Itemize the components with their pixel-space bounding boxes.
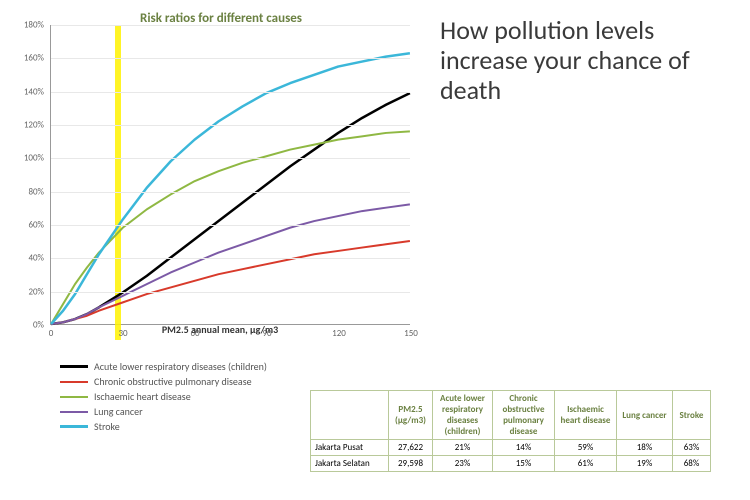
x-tick-label: 0 [49, 328, 54, 339]
table-cell: 23% [433, 456, 493, 472]
gridline [51, 92, 410, 93]
gridline [51, 25, 410, 26]
series-line [51, 131, 410, 324]
legend-label: Lung cancer [94, 405, 143, 418]
table-col-header: PM2.5 (μg/m3) [389, 391, 433, 440]
chart-area: Risk ratios for different causes 0% 20% 40… [10, 5, 430, 360]
legend-swatch [60, 365, 88, 368]
gridline [51, 192, 410, 193]
series-line [51, 241, 410, 324]
chart-curves [51, 25, 410, 324]
y-tick-label: 60% [28, 220, 44, 231]
legend-swatch [60, 381, 88, 383]
gridline [51, 258, 410, 259]
y-tick-label: 140% [24, 86, 44, 97]
gridline [51, 58, 410, 59]
gridline [51, 125, 410, 126]
table-cell: 19% [617, 456, 673, 472]
headline: How pollution levels increase your chanc… [440, 16, 740, 106]
legend-item: Lung cancer [60, 405, 267, 418]
legend-item: Chronic obstructive pulmonary disease [60, 375, 267, 388]
legend-label: Chronic obstructive pulmonary disease [94, 375, 252, 388]
table-cell: 68% [673, 456, 711, 472]
data-table: PM2.5 (μg/m3)Acute lower respiratory dis… [310, 390, 711, 472]
y-tick-label: 120% [24, 120, 44, 131]
series-line [51, 53, 410, 324]
gridline [51, 292, 410, 293]
y-axis: 0%20%40%60%80%100%120%140%160%180% [10, 25, 50, 325]
table-cell: 59% [555, 440, 617, 456]
y-tick-label: 100% [24, 153, 44, 164]
series-line [51, 204, 410, 324]
y-tick-label: 80% [28, 186, 44, 197]
table-cell: 29,598 [389, 456, 433, 472]
table-row: Jakarta Selatan29,59823%15%61%19%68% [311, 456, 711, 472]
x-tick-label: 120 [332, 328, 346, 339]
legend-swatch [60, 396, 88, 398]
legend-item: Ischaemic heart disease [60, 390, 267, 403]
legend-label: Acute lower respiratory diseases (childr… [94, 360, 267, 373]
table-cell: 21% [433, 440, 493, 456]
table-cell: Jakarta Selatan [311, 456, 389, 472]
table-cell: 15% [493, 456, 555, 472]
table-col-header: Ischaemic heart disease [555, 391, 617, 440]
table-col-header: Acute lower respiratory diseases (childr… [433, 391, 493, 440]
legend-swatch [60, 411, 88, 413]
legend-label: Ischaemic heart disease [94, 390, 191, 403]
table-cell: 63% [673, 440, 711, 456]
table-col-header: Stroke [673, 391, 711, 440]
x-tick-label: 150 [404, 328, 418, 339]
legend: Acute lower respiratory diseases (childr… [60, 360, 267, 435]
y-tick-label: 0% [33, 320, 44, 331]
chart-title: Risk ratios for different causes [140, 11, 302, 26]
table-col-header: Lung cancer [617, 391, 673, 440]
table-cell: 18% [617, 440, 673, 456]
table-col-header [311, 391, 389, 440]
table-cell: 27,622 [389, 440, 433, 456]
y-tick-label: 160% [24, 53, 44, 64]
x-axis-title: PM2.5 annual mean, μg/m3 [162, 323, 278, 336]
table-cell: 14% [493, 440, 555, 456]
y-tick-label: 180% [24, 20, 44, 31]
legend-swatch [60, 425, 88, 428]
x-tick-label: 30 [118, 328, 127, 339]
table-col-header: Chronic obstructive pulmonary disease [493, 391, 555, 440]
series-line [51, 93, 410, 324]
y-tick-label: 20% [28, 286, 44, 297]
table-row: Jakarta Pusat27,62221%14%59%18%63% [311, 440, 711, 456]
gridline [51, 225, 410, 226]
gridline [51, 158, 410, 159]
y-tick-label: 40% [28, 253, 44, 264]
legend-label: Stroke [94, 420, 120, 433]
legend-item: Acute lower respiratory diseases (childr… [60, 360, 267, 373]
plot-region: 0306090120150 [50, 25, 410, 325]
table-cell: Jakarta Pusat [311, 440, 389, 456]
table-header-row: PM2.5 (μg/m3)Acute lower respiratory dis… [311, 391, 711, 440]
legend-item: Stroke [60, 420, 267, 433]
table-cell: 61% [555, 456, 617, 472]
